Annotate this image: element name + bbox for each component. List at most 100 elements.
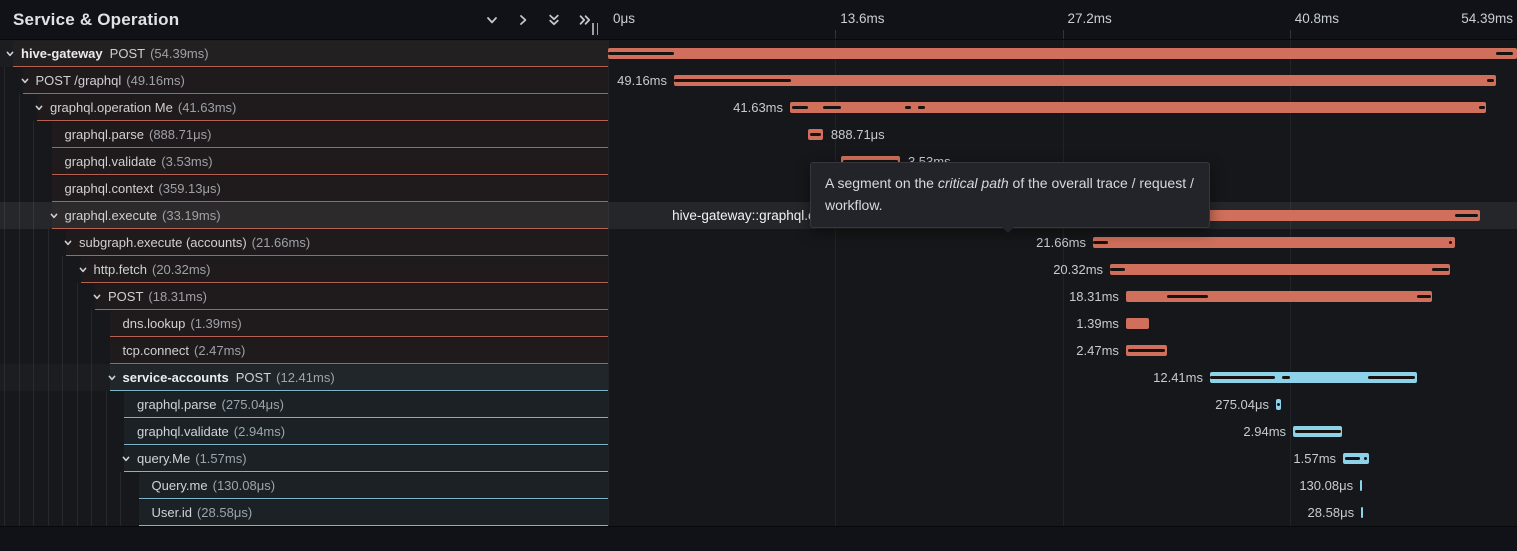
indent-guide [76,472,78,499]
viewer-header: Service & Operation 0μs 13.6ms 27.2ms 40.8m… [0,0,1517,40]
span-tree-row[interactable]: tcp.connect (2.47ms) [0,337,608,364]
span-name[interactable]: Query.me (130.08μs) [152,472,276,498]
span-tree-row[interactable]: graphql.operation Me (41.63ms) [0,94,608,121]
indent-guide [18,445,20,472]
span-bar[interactable] [1293,426,1343,437]
indent-guide [62,256,63,283]
expand-chevron-icon[interactable] [33,102,45,114]
indent-guide [105,445,107,472]
span-name[interactable]: graphql.parse (888.71μs) [65,121,212,147]
expand-chevron-icon[interactable] [48,210,60,222]
panel-resize-handle-icon[interactable] [592,23,602,37]
span-bar[interactable] [1110,264,1450,275]
span-bar[interactable] [1343,453,1370,464]
span-bar[interactable] [1125,318,1150,329]
indent-guide [18,337,20,364]
span-bar[interactable] [1361,507,1364,518]
indent-guide [62,472,63,499]
span-bar[interactable] [1125,345,1168,356]
indent-guide [18,202,20,229]
chevron-down-icon [79,267,86,273]
operation-name: graphql.operation Me [50,99,173,115]
span-bar[interactable] [1360,480,1363,491]
span-bar[interactable] [1093,237,1455,248]
span-bar[interactable] [808,129,823,140]
row-underline [51,228,608,229]
span-tree-row[interactable]: graphql.context (359.13μs) [0,175,608,202]
span-bar[interactable] [1125,291,1432,302]
span-name[interactable]: query.Me (1.57ms) [137,445,247,471]
span-tree-row[interactable]: graphql.execute (33.19ms) [0,202,608,229]
span-name[interactable]: subgraph.execute (accounts) (21.66ms) [79,229,310,255]
span-bar[interactable] [790,102,1486,113]
span-bar-row: 20.32ms [608,256,1517,283]
axis-tickmark [1289,30,1291,39]
indent-guide [4,283,5,310]
indent-guide [4,67,5,94]
span-tree-row[interactable]: service-accounts POST (12.41ms) [0,364,608,391]
span-name[interactable]: hive-gateway POST (54.39ms) [21,40,209,66]
span-name[interactable]: graphql.validate (2.94ms) [137,418,285,444]
span-name[interactable]: POST /graphql (49.16ms) [36,67,185,93]
span-tree-row[interactable]: hive-gateway POST (54.39ms) [0,40,608,67]
indent-guide [4,418,5,445]
span-tree-row[interactable]: query.Me (1.57ms) [0,445,608,472]
span-duration-label: 21.66ms [1036,235,1087,250]
span-tree-row[interactable]: POST (18.31ms) [0,283,608,310]
operation-name: graphql.parse [137,396,217,412]
indent-guide [33,175,34,202]
expand-one-button[interactable] [516,13,530,27]
indent-guide [47,418,49,445]
span-bar[interactable] [1209,372,1418,383]
span-tree-row[interactable]: dns.lookup (1.39ms) [0,310,608,337]
indent-guide [33,121,34,148]
span-name[interactable]: service-accounts POST (12.41ms) [123,364,335,390]
span-bar[interactable] [1276,399,1281,410]
span-tree-row[interactable]: graphql.parse (275.04μs) [0,391,608,418]
expand-chevron-icon[interactable] [62,237,74,249]
span-name[interactable]: graphql.execute (33.19ms) [65,202,221,228]
indent-guide [18,310,20,337]
expand-chevron-icon[interactable] [106,372,118,384]
expand-all-button[interactable] [578,13,592,27]
indent-guide [91,418,92,445]
collapse-all-button[interactable] [547,13,561,27]
span-duration-label: 2.94ms [1243,424,1287,439]
span-tree-row[interactable]: graphql.parse (888.71μs) [0,121,608,148]
span-name[interactable]: http.fetch (20.32ms) [94,256,211,282]
span-tree-row[interactable]: Query.me (130.08μs) [0,472,608,499]
span-bar[interactable] [608,48,1517,59]
span-tree-row[interactable]: subgraph.execute (accounts) (21.66ms) [0,229,608,256]
span-name[interactable]: tcp.connect (2.47ms) [123,337,246,363]
span-tree-row[interactable]: graphql.validate (2.94ms) [0,418,608,445]
span-tree-row[interactable]: User.id (28.58μs) [0,499,608,526]
expand-chevron-icon[interactable] [120,453,132,465]
indent-guide [76,337,78,364]
span-duration: (2.94ms) [233,423,286,439]
span-name[interactable]: User.id (28.58μs) [152,499,253,525]
span-name[interactable]: graphql.operation Me (41.63ms) [50,94,236,120]
span-duration-label: 275.04μs [1215,397,1270,412]
span-tree-row[interactable]: graphql.validate (3.53ms) [0,148,608,175]
indent-guide [62,418,63,445]
span-name[interactable]: POST (18.31ms) [108,283,207,309]
span-bar[interactable] [674,75,1496,86]
span-name[interactable]: dns.lookup (1.39ms) [123,310,242,336]
indent-guide [33,283,34,310]
span-name[interactable]: graphql.context (359.13μs) [65,175,221,201]
expand-chevron-icon[interactable] [4,48,16,60]
span-name[interactable]: graphql.parse (275.04μs) [137,391,284,417]
span-bar-row: 2.94ms [608,418,1517,445]
axis-tick-label: 13.6ms [840,11,885,26]
chevron-down-icon [35,105,43,111]
span-tree-row[interactable]: http.fetch (20.32ms) [0,256,608,283]
expand-chevron-icon[interactable] [91,291,103,303]
row-underline [51,174,608,175]
span-tree-row[interactable]: POST /graphql (49.16ms) [0,67,608,94]
expand-chevron-icon[interactable] [19,75,31,87]
expand-chevron-icon[interactable] [77,264,89,276]
span-bar-row: 1.57ms [608,445,1517,472]
collapse-one-button[interactable] [485,13,499,27]
span-name[interactable]: graphql.validate (3.53ms) [65,148,213,174]
indent-guide [62,391,63,418]
